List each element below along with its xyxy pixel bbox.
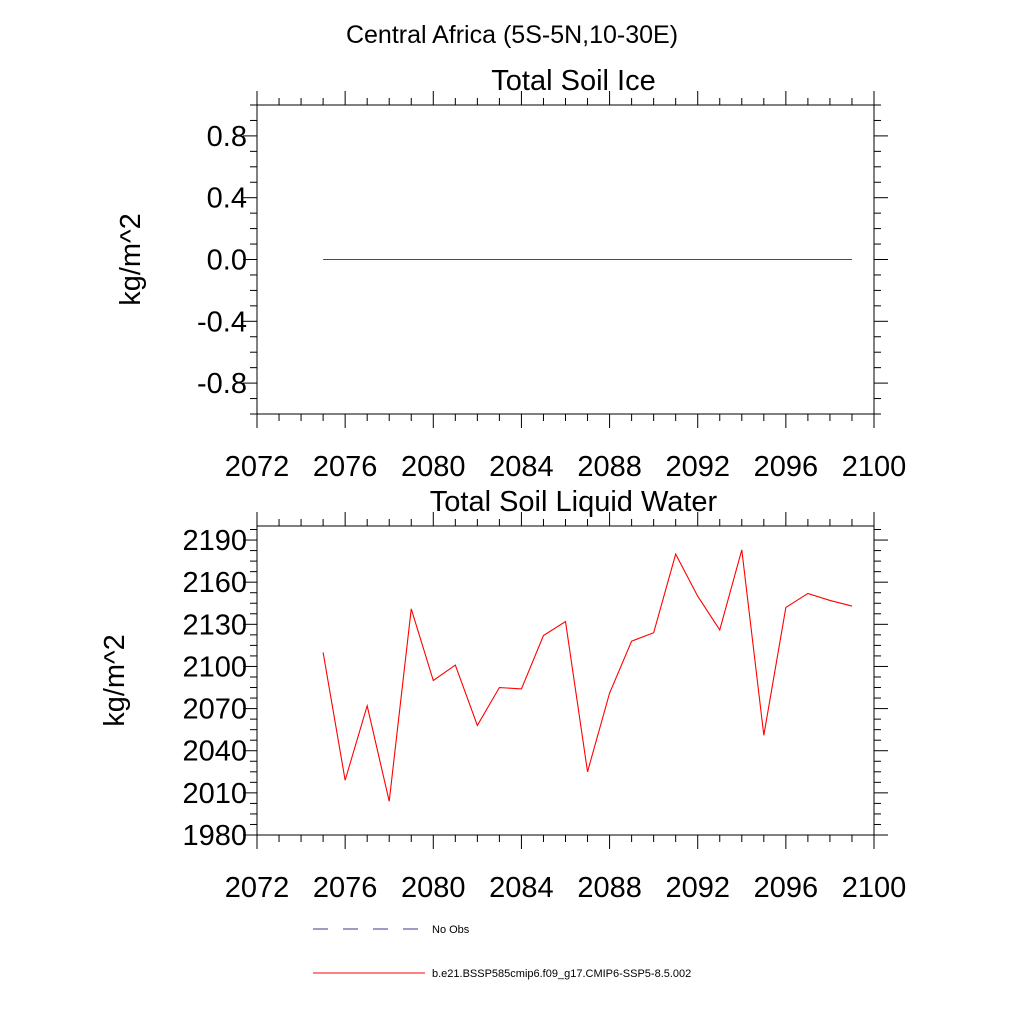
- x-tick-label: 2096: [754, 872, 819, 904]
- plot-frame: [257, 526, 874, 835]
- legend-item: b.e21.BSSP585cmip6.f09_g17.CMIP6-SSP5-8.…: [313, 968, 691, 980]
- y-axis-label: kg/m^2: [99, 634, 131, 727]
- x-tick-label: 2084: [489, 872, 554, 904]
- x-tick-label: 2100: [842, 451, 907, 483]
- x-tick-label: 2072: [225, 872, 290, 904]
- x-tick-label: 2076: [313, 451, 378, 483]
- y-tick-label: 2160: [182, 567, 247, 599]
- x-tick-label: 2088: [577, 872, 642, 904]
- x-tick-label: 2076: [313, 872, 378, 904]
- x-tick-label: 2080: [401, 451, 466, 483]
- y-tick-label: 2100: [182, 651, 247, 683]
- chart-panel-1: Total Soil Ice 2072 2076 2080 2084 2088 2092 20…: [115, 65, 906, 483]
- legend: No Obs b.e21.BSSP585cmip6.f09_g17.CMIP6-S…: [313, 924, 691, 980]
- panel-title: Total Soil Liquid Water: [430, 486, 718, 518]
- x-tick-label: 2096: [754, 451, 819, 483]
- y-axis-label: kg/m^2: [115, 213, 147, 306]
- x-tick-label: 2072: [225, 451, 290, 483]
- series-line: [323, 550, 852, 801]
- chart-panel-2: Total Soil Liquid Water 2072 2076 2080 2084 2…: [99, 486, 906, 904]
- legend-label: No Obs: [432, 924, 470, 936]
- y-tick-label: 0.8: [207, 121, 247, 153]
- y-tick-label: 0.4: [207, 183, 247, 215]
- x-tick-label: 2080: [401, 872, 466, 904]
- x-tick-label: 2092: [665, 872, 730, 904]
- chart-panels: Total Soil Ice 2072 2076 2080 2084 2088 2092 20…: [99, 65, 906, 904]
- x-tick-label: 2092: [665, 451, 730, 483]
- panel-title: Total Soil Ice: [491, 65, 655, 97]
- y-tick-label: 1980: [182, 820, 247, 852]
- y-tick-label: 2190: [182, 525, 247, 557]
- legend-item: No Obs: [313, 924, 470, 936]
- y-tick-label: 2010: [182, 778, 247, 810]
- figure-title: Central Africa (5S-5N,10-30E): [346, 21, 678, 49]
- y-tick-label: 2130: [182, 609, 247, 641]
- y-tick-label: -0.4: [197, 306, 247, 338]
- x-tick-label: 2100: [842, 872, 907, 904]
- legend-label: b.e21.BSSP585cmip6.f09_g17.CMIP6-SSP5-8.…: [432, 968, 691, 980]
- x-tick-label: 2084: [489, 451, 554, 483]
- x-tick-label: 2088: [577, 451, 642, 483]
- y-tick-label: -0.8: [197, 368, 247, 400]
- y-tick-label: 0.0: [207, 245, 247, 277]
- y-tick-label: 2040: [182, 736, 247, 768]
- y-tick-label: 2070: [182, 694, 247, 726]
